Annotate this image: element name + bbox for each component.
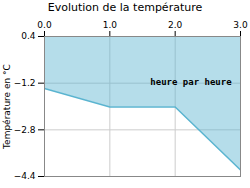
svg-text:heure par heure: heure par heure [150,77,232,87]
svg-text:−4.4: −4.4 [14,171,36,181]
svg-text:−1.2: −1.2 [14,78,36,88]
svg-text:−2.8: −2.8 [14,125,36,135]
html-text:Evolution de la température: Evolution de la température [47,1,203,14]
svg-text:3.0: 3.0 [233,20,248,30]
svg-text:2.0: 2.0 [168,20,183,30]
svg-text:Température en °C: Température en °C [2,64,12,150]
svg-text:0.0: 0.0 [37,20,52,30]
svg-text:1.0: 1.0 [103,20,118,30]
svg-text:0.4: 0.4 [21,31,36,41]
